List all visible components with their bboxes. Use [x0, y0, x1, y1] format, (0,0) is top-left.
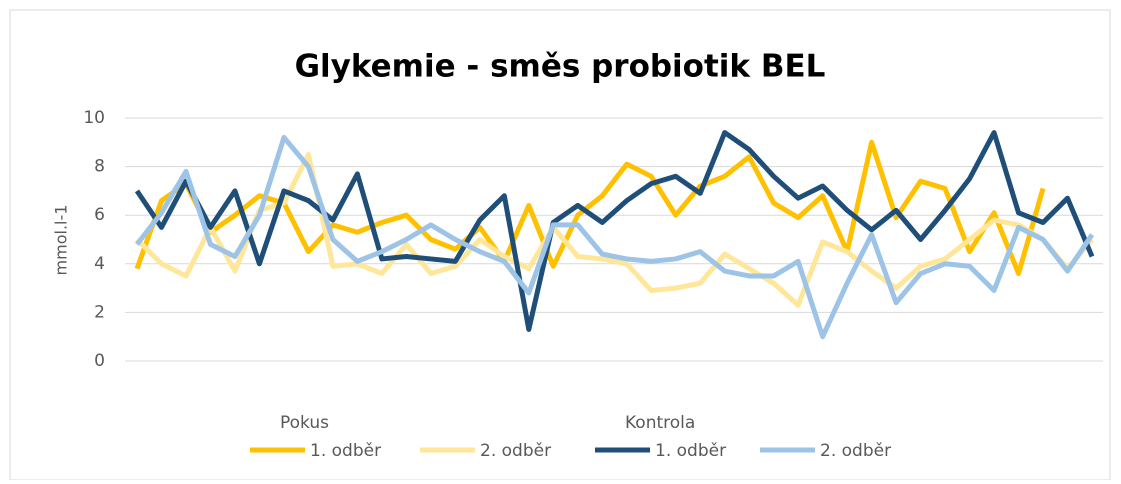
series-line — [135, 134, 1095, 340]
series-line — [135, 151, 1094, 308]
legend-group-label: Pokus — [280, 413, 329, 433]
y-tick-label: 8 — [94, 157, 105, 177]
y-tick-label: 4 — [94, 254, 105, 274]
y-axis-label: mmol.l-1 — [52, 205, 71, 276]
legend-label: 1. odběr — [655, 441, 726, 461]
legend-label: 2. odběr — [820, 441, 891, 461]
series-line — [134, 139, 1046, 277]
y-tick-label: 0 — [94, 351, 105, 371]
series-line — [134, 130, 1095, 332]
legend-label: 2. odběr — [480, 441, 551, 461]
legend-group-label: Kontrola — [625, 413, 695, 433]
chart-frame — [9, 9, 1111, 481]
y-tick-label: 6 — [94, 205, 105, 225]
legend-label: 1. odběr — [310, 441, 381, 461]
y-tick-label: 2 — [94, 302, 105, 322]
y-tick-label: 10 — [83, 108, 105, 128]
chart-title: Glykemie - směs probiotik BEL — [295, 49, 826, 85]
